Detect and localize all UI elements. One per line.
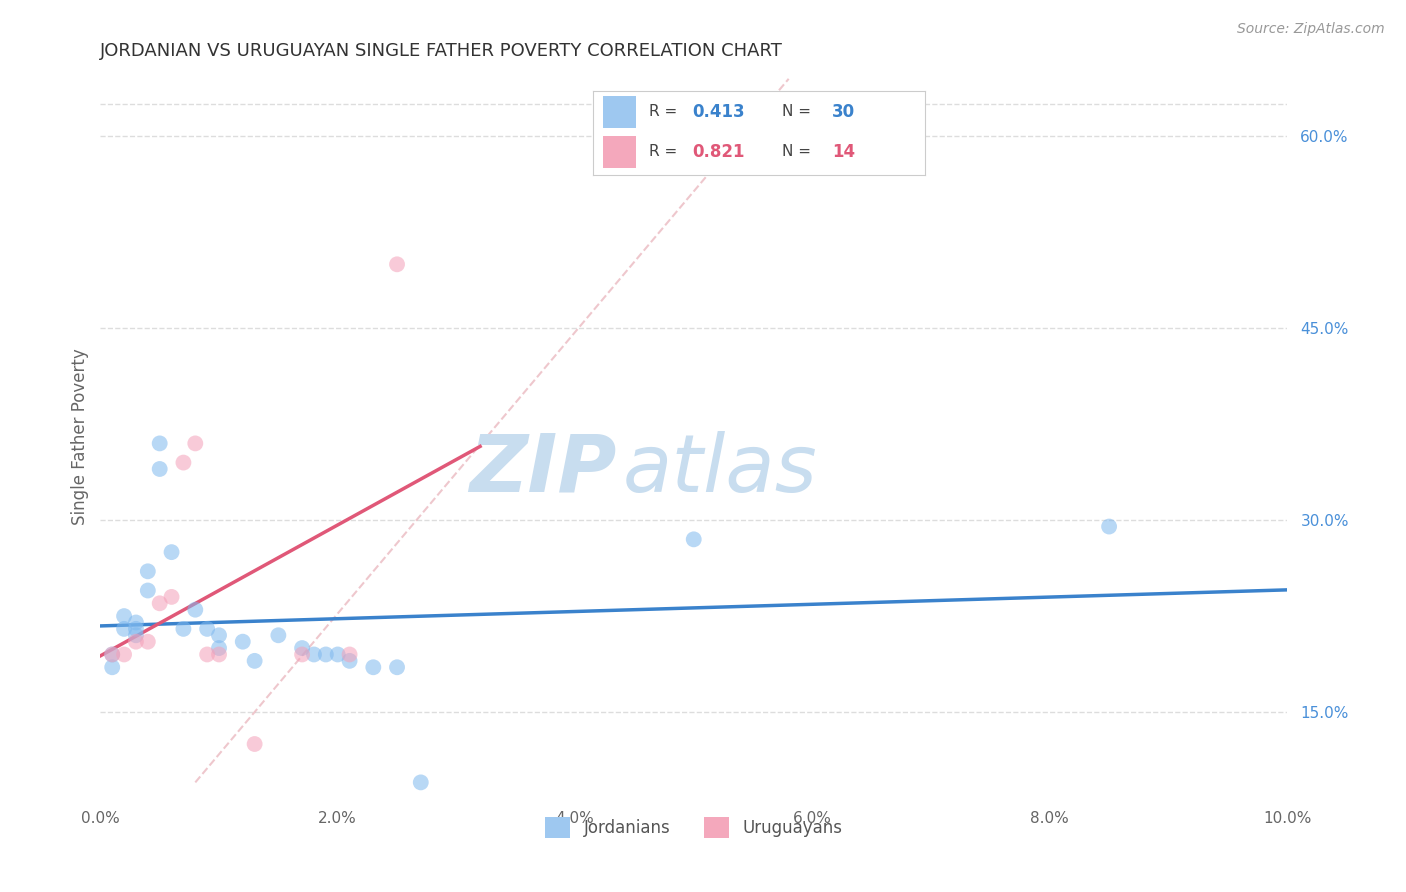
Point [160,545,183,559]
Point [232,634,254,648]
Point [172,456,194,470]
Point [112,609,135,624]
Point [125,628,148,642]
Point [136,634,159,648]
Point [682,533,704,547]
Point [326,648,349,662]
Point [125,634,148,648]
Point [125,622,148,636]
Y-axis label: Single Father Poverty: Single Father Poverty [72,349,89,525]
Point [291,641,314,656]
Point [385,660,408,674]
Point [101,648,124,662]
Point [149,436,172,450]
Point [136,583,159,598]
Text: JORDANIAN VS URUGUAYAN SINGLE FATHER POVERTY CORRELATION CHART: JORDANIAN VS URUGUAYAN SINGLE FATHER POV… [100,42,783,60]
Point [101,660,124,674]
Text: atlas: atlas [623,431,817,508]
Point [339,648,361,662]
Point [125,615,148,630]
Point [291,648,314,662]
Point [315,648,337,662]
Point [385,257,408,271]
Point [339,654,361,668]
Point [160,590,183,604]
Point [172,622,194,636]
Point [136,564,159,578]
Text: Source: ZipAtlas.com: Source: ZipAtlas.com [1237,22,1385,37]
Point [195,648,218,662]
Point [1098,519,1121,533]
Point [208,641,231,656]
Point [184,436,207,450]
Text: ZIP: ZIP [470,431,617,508]
Point [195,622,218,636]
Point [409,775,432,789]
Point [184,603,207,617]
Point [149,596,172,610]
Point [149,462,172,476]
Point [302,648,325,662]
Point [243,654,266,668]
Point [267,628,290,642]
Point [101,648,124,662]
Point [208,648,231,662]
Point [243,737,266,751]
Point [112,648,135,662]
Point [363,660,385,674]
Legend: Jordanians, Uruguayans: Jordanians, Uruguayans [538,811,849,845]
Point [208,628,231,642]
Point [112,622,135,636]
